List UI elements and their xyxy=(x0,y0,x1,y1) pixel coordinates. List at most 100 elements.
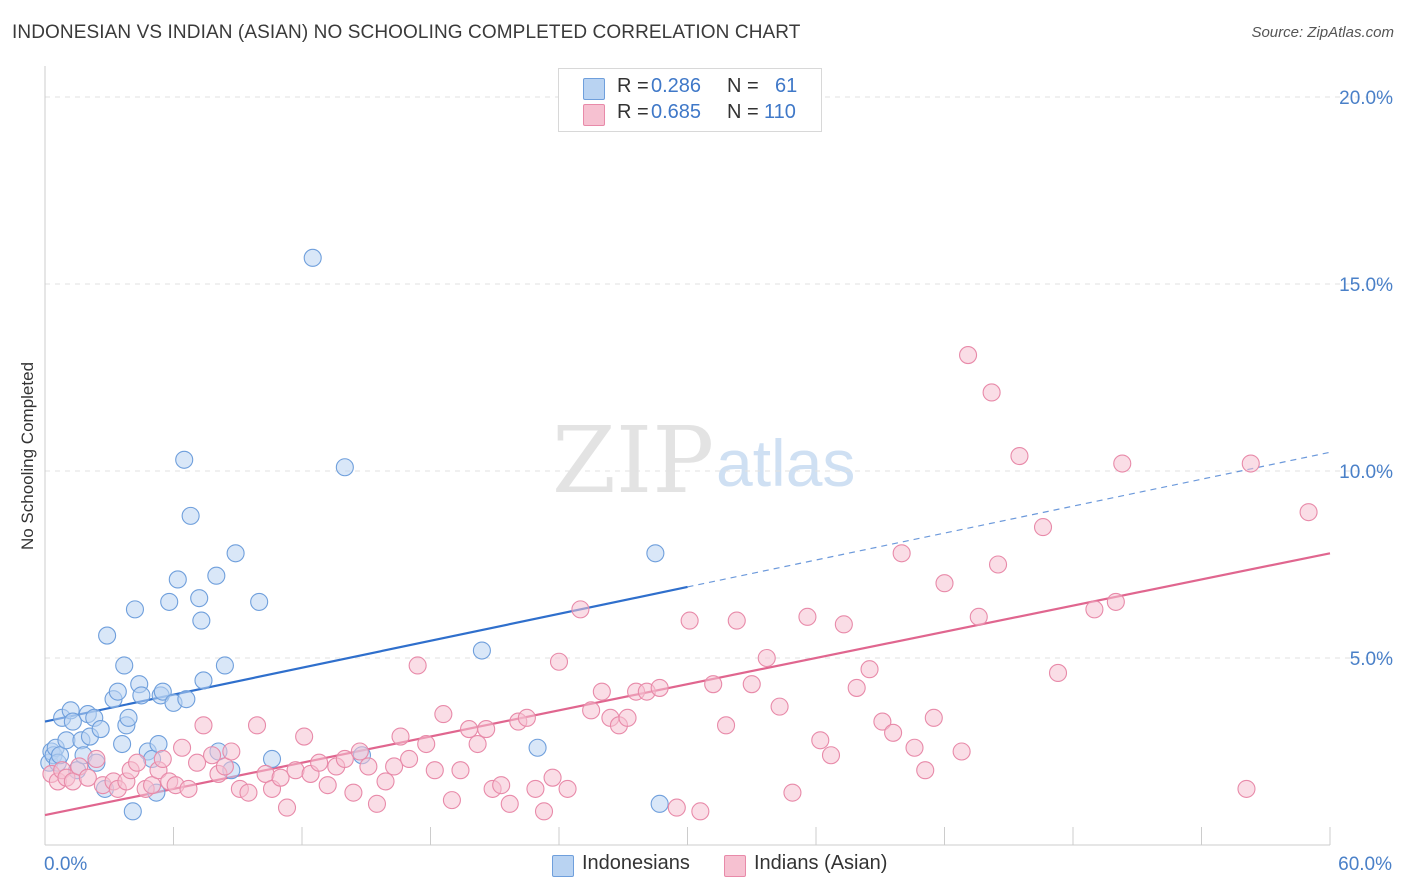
indian-point xyxy=(376,772,395,791)
indonesian-point xyxy=(168,570,187,589)
y-tick-label: 20.0% xyxy=(1339,88,1393,109)
indian-point xyxy=(286,761,305,780)
indonesians-swatch xyxy=(583,78,605,100)
indian-point xyxy=(318,776,337,795)
x-tick-label: 60.0% xyxy=(1338,854,1392,875)
indonesian-point xyxy=(160,592,179,611)
indonesian-point xyxy=(153,682,172,701)
indian-point xyxy=(247,716,267,735)
correlation-legend: R = 0.286 N = 61 R = 0.685 N = 110 xyxy=(558,68,822,132)
indonesian-point xyxy=(175,450,194,469)
indonesian-point xyxy=(125,600,144,619)
indian-point xyxy=(203,746,222,765)
indian-point xyxy=(716,716,736,735)
indian-point xyxy=(335,749,354,769)
indonesian-point xyxy=(98,626,117,645)
indian-point xyxy=(277,798,297,817)
indian-point xyxy=(1113,454,1132,473)
indian-point xyxy=(988,555,1008,574)
indian-point xyxy=(1010,446,1029,466)
indian-point xyxy=(1048,663,1068,683)
indian-point xyxy=(194,716,213,735)
indian-point xyxy=(860,660,879,679)
indian-point xyxy=(924,708,943,727)
indian-point xyxy=(582,701,601,720)
gridlines xyxy=(45,96,1392,659)
indian-point xyxy=(952,742,971,761)
indian-point xyxy=(1106,592,1125,611)
indian-point xyxy=(87,749,106,769)
indian-point xyxy=(1033,518,1053,537)
indian-point xyxy=(534,802,554,821)
indian-point xyxy=(517,708,536,727)
indian-point xyxy=(1299,503,1318,522)
indian-point xyxy=(434,705,453,724)
indian-point xyxy=(222,742,241,761)
indonesian-point xyxy=(262,749,282,769)
indian-point xyxy=(571,600,590,619)
indian-point xyxy=(526,779,545,798)
x-tick-label: 0.0% xyxy=(44,854,87,875)
indonesian-point xyxy=(303,248,322,267)
indian-point xyxy=(492,776,511,795)
legend-n-label: N = xyxy=(727,101,759,123)
indian-point xyxy=(821,746,841,765)
legend-n-label: N = xyxy=(727,75,759,97)
indian-point xyxy=(916,761,935,780)
indian-point xyxy=(500,794,519,813)
indian-point xyxy=(592,682,611,701)
indonesian-point xyxy=(528,738,547,757)
indian-point xyxy=(680,611,699,630)
legend-n-value: 110 xyxy=(764,101,796,123)
legend-item-label: Indians (Asian) xyxy=(754,852,888,874)
indonesian-point xyxy=(108,682,127,701)
indonesian-point xyxy=(192,611,211,630)
indian-point xyxy=(350,742,369,761)
data-points xyxy=(40,248,1318,821)
indian-point xyxy=(873,712,892,731)
indian-point xyxy=(468,734,487,754)
indian-point xyxy=(391,727,410,746)
indonesian-point xyxy=(472,641,491,660)
axes xyxy=(44,66,1331,846)
indian-point xyxy=(847,678,866,697)
indian-point xyxy=(982,383,1001,402)
legend-r-value: 0.286 xyxy=(651,75,702,97)
indian-point xyxy=(959,346,978,365)
indonesian-point xyxy=(91,720,110,739)
indian-point xyxy=(691,802,710,821)
watermark-zip: ZIP xyxy=(552,407,714,514)
watermark: ZIP atlas xyxy=(552,407,855,514)
indian-point xyxy=(798,607,817,626)
watermark-atlas: atlas xyxy=(716,426,855,500)
indonesian-point xyxy=(226,544,245,563)
indonesian-point xyxy=(215,656,234,675)
legend-n-value: 61 xyxy=(775,75,798,97)
legend-r-label: R = xyxy=(617,75,649,97)
indonesian-point xyxy=(650,794,669,813)
indian-point xyxy=(344,783,363,802)
indian-point xyxy=(451,761,470,780)
indian-point xyxy=(295,727,314,746)
indian-point xyxy=(834,615,853,634)
indian-point xyxy=(558,779,577,798)
y-tick-label: 10.0% xyxy=(1339,462,1393,483)
indian-point xyxy=(935,574,954,593)
indian-point xyxy=(179,779,198,798)
indian-point xyxy=(385,757,404,776)
indian-point xyxy=(173,738,192,757)
indian-point xyxy=(618,708,637,727)
indonesian-point xyxy=(181,506,200,525)
indonesian-point xyxy=(119,708,138,727)
indian-point xyxy=(742,675,761,694)
chart-title: INDONESIAN VS INDIAN (ASIAN) NO SCHOOLIN… xyxy=(12,22,801,43)
indian-point xyxy=(239,783,258,802)
y-tick-label: 5.0% xyxy=(1350,649,1393,670)
indian-point xyxy=(477,720,496,739)
indian-point xyxy=(667,798,686,817)
indonesians-swatch xyxy=(552,855,574,877)
indonesian-point xyxy=(149,734,168,754)
indian-point xyxy=(310,753,329,772)
indian-point xyxy=(757,648,776,668)
